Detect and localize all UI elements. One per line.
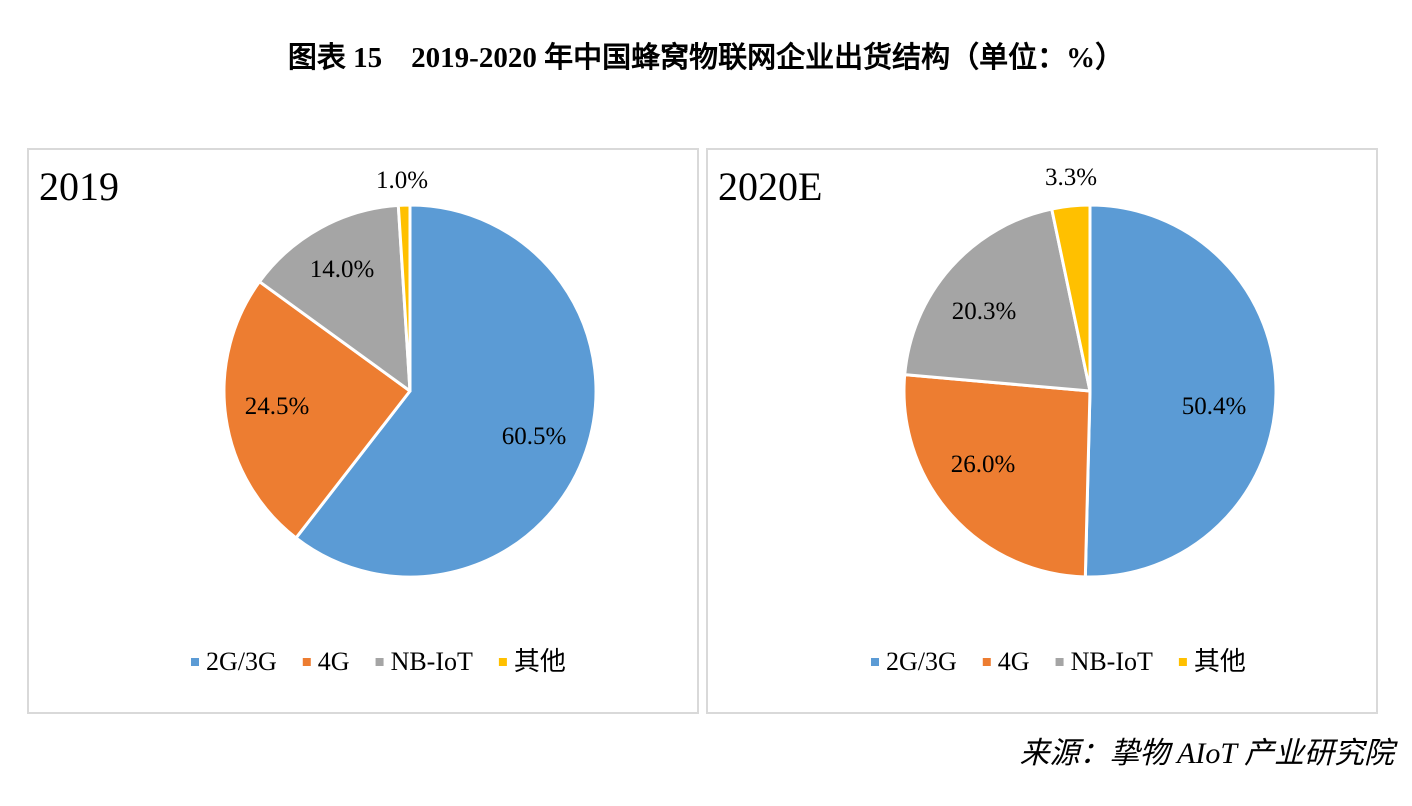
pie-chart-2019: 2019 60.5% 24.5% 14.0% 1.0% 2G/3G 4G NB-IoT 其他: [39, 164, 598, 676]
legend-swatch-4g: [982, 658, 991, 666]
figure-title: 图表 15 2019-2020 年中国蜂窝物联网企业出货结构（单位：%）: [287, 42, 1125, 74]
legend-swatch-2g-3g: [871, 658, 879, 666]
pie-slice-other: [396, 203, 412, 393]
legend-label-other: 其他: [1194, 647, 1246, 676]
data-label-nb-iot: 20.3%: [952, 298, 1017, 325]
pie-slice-nb-iot: [258, 203, 412, 393]
data-label-2g-3g: 60.5%: [502, 423, 567, 450]
legend-label-nb-iot: NB-IoT: [1071, 647, 1153, 676]
pie-slice-2g-3g: [294, 203, 598, 579]
pie-chart-2020e: 2020E 50.4% 26.0% 20.3% 3.3% 2G/3G 4G NB-IoT 其他: [718, 164, 1278, 676]
pie-slice-2g-3g: [1083, 203, 1278, 579]
legend-label-2g-3g: 2G/3G: [206, 647, 277, 676]
pie-slice-nb-iot: [903, 207, 1092, 393]
source-note: 来源：挚物 AIoT 产业研究院: [1019, 737, 1394, 770]
legend-label-4g: 4G: [998, 647, 1030, 676]
pie-slice-4g: [222, 280, 412, 540]
legend-swatch-nb-iot: [1055, 658, 1064, 666]
legend-label-nb-iot: NB-IoT: [391, 647, 473, 676]
legend-swatch-other: [1178, 658, 1187, 666]
chart-title: 2020E: [718, 164, 822, 209]
legend-swatch-4g: [302, 658, 311, 666]
legend-label-2g-3g: 2G/3G: [886, 647, 957, 676]
legend-swatch-2g-3g: [191, 658, 199, 666]
chart-title: 2019: [39, 164, 119, 209]
chart-panel-2019: 2019 60.5% 24.5% 14.0% 1.0% 2G/3G 4G NB-IoT 其他: [27, 148, 699, 714]
legend: 2G/3G 4G NB-IoT 其他: [191, 647, 566, 676]
pie-slice-4g: [902, 373, 1092, 579]
data-label-other: 3.3%: [1045, 164, 1097, 191]
legend-swatch-nb-iot: [375, 658, 384, 666]
pie-slice-other: [1050, 203, 1092, 393]
data-label-other: 1.0%: [376, 167, 428, 194]
legend-label-4g: 4G: [318, 647, 350, 676]
legend-label-other: 其他: [514, 647, 566, 676]
data-label-4g: 26.0%: [951, 451, 1016, 478]
data-label-2g-3g: 50.4%: [1182, 393, 1247, 420]
data-label-4g: 24.5%: [245, 393, 310, 420]
chart-panel-2020e: 2020E 50.4% 26.0% 20.3% 3.3% 2G/3G 4G NB-IoT 其他: [706, 148, 1378, 714]
legend: 2G/3G 4G NB-IoT 其他: [871, 647, 1246, 676]
legend-swatch-other: [498, 658, 507, 666]
data-label-nb-iot: 14.0%: [310, 256, 375, 283]
